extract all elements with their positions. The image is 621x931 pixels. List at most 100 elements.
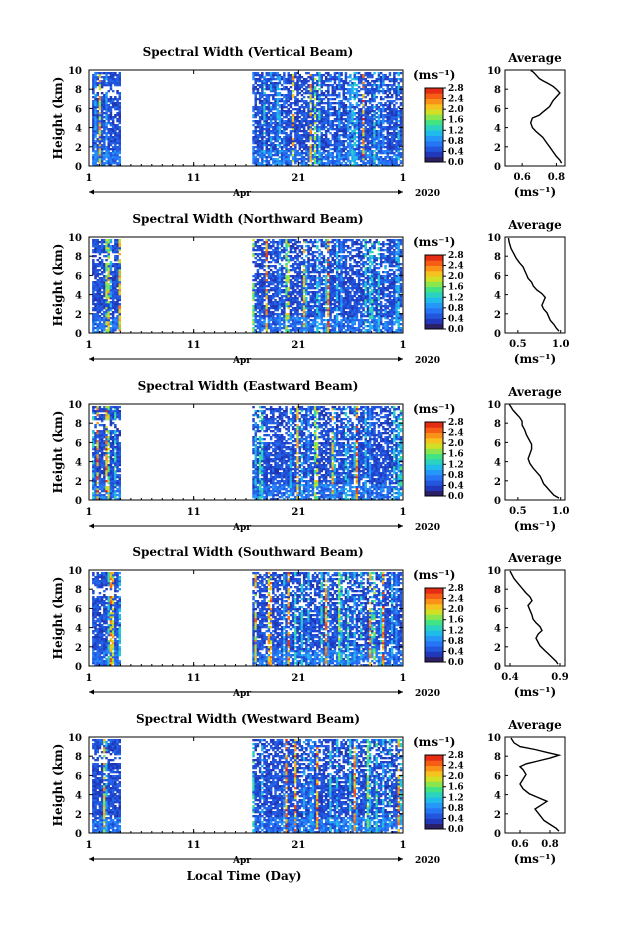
heatmap-cell (285, 120, 288, 123)
heatmap-cell (333, 277, 337, 280)
heatmap-cell (393, 160, 396, 163)
heatmap-cell (366, 114, 370, 117)
heatmap-cell (322, 112, 326, 115)
heatmap-cell (272, 321, 275, 324)
heatmap-cell (320, 257, 323, 260)
heatmap-cell (107, 78, 110, 81)
heatmap-cell (103, 311, 106, 314)
heatmap-cell (265, 259, 268, 262)
heatmap-cell (100, 92, 104, 95)
heatmap-cell (114, 289, 117, 292)
heatmap-cell (300, 164, 304, 167)
heatmap-cell (278, 142, 282, 145)
heatmap-cell (353, 118, 356, 121)
heatmap-cell (272, 313, 275, 316)
heatmap-cell (272, 74, 275, 77)
heatmap-cell (362, 78, 365, 81)
heatmap-cell (287, 134, 290, 137)
heatmap-cell (311, 277, 315, 280)
heatmap-cell (274, 313, 277, 316)
heatmap-cell (111, 126, 115, 129)
heatmap-cell (324, 283, 328, 286)
heatmap-cell (114, 72, 117, 75)
heatmap-cell (302, 259, 306, 262)
heatmap-cell (114, 329, 117, 332)
heatmap-cell (346, 126, 350, 129)
heatmap-cell (291, 128, 295, 131)
heatmap-cell (118, 249, 121, 252)
heatmap-cell (283, 132, 286, 135)
heatmap-cell (386, 108, 389, 111)
heatmap-cell (344, 152, 348, 155)
heatmap-cell (311, 84, 315, 87)
heatmap-cell (349, 142, 352, 145)
heatmap-cell (320, 315, 323, 318)
heatmap-cell (300, 136, 304, 139)
heatmap-cell (100, 283, 104, 286)
heatmap-cell (331, 164, 334, 167)
heatmap-cell (285, 267, 288, 270)
heatmap-cell (111, 313, 115, 316)
heatmap-cell (111, 124, 115, 127)
heatmap-cell (98, 98, 102, 101)
heatmap-cell (261, 327, 264, 330)
heatmap-cell (333, 267, 337, 270)
heatmap-cell (116, 243, 119, 246)
heatmap-cell (111, 319, 115, 322)
heatmap-cell (116, 128, 119, 131)
heatmap-cell (353, 164, 356, 167)
heatmap-cell (287, 287, 290, 290)
heatmap-cell (116, 317, 119, 320)
heatmap-cell (272, 150, 275, 153)
heatmap-cell (313, 315, 317, 318)
heatmap-cell (340, 325, 343, 328)
heatmap-cell (265, 281, 268, 284)
heatmap-cell (311, 257, 315, 260)
heatmap-cell (353, 138, 356, 141)
heatmap-cell (272, 275, 275, 278)
heatmap-cell (390, 122, 394, 125)
heatmap-cell (98, 102, 102, 105)
heatmap-cell (107, 307, 110, 310)
heatmap-cell (397, 152, 400, 155)
heatmap-cell (324, 307, 328, 310)
heatmap-cell (278, 78, 282, 81)
heatmap-cell (283, 144, 286, 147)
heatmap-cell (302, 160, 306, 163)
heatmap-cell (342, 92, 345, 95)
heatmap-cell (269, 156, 273, 159)
heatmap-cell (274, 251, 277, 254)
heatmap-cell (98, 249, 102, 252)
heatmap-cell (280, 88, 284, 91)
heatmap-cell (338, 321, 341, 324)
heatmap-cell (285, 144, 288, 147)
heatmap-cell (324, 239, 328, 242)
heatmap-cell (338, 307, 341, 310)
heatmap-cell (300, 98, 304, 101)
heatmap-cell (254, 80, 257, 83)
heatmap-cell (278, 323, 282, 326)
heatmap-cell (298, 112, 301, 115)
heatmap-cell (94, 120, 97, 123)
heatmap-cell (107, 319, 110, 322)
heatmap-cell (105, 108, 108, 111)
heatmap-cell (340, 295, 343, 298)
heatmap-cell (384, 128, 387, 131)
heatmap-cell (267, 102, 271, 105)
heatmap-cell (331, 253, 334, 256)
heatmap-cell (269, 289, 273, 292)
heatmap-cell (395, 102, 398, 105)
heatmap-cell (298, 110, 301, 113)
heatmap-cell (357, 76, 361, 79)
heatmap-cell (393, 130, 396, 133)
heatmap-cell (114, 150, 117, 153)
heatmap-cell (107, 255, 110, 258)
heatmap-cell (324, 331, 328, 334)
heatmap-cell (305, 269, 308, 272)
heatmap-cell (318, 289, 321, 292)
colorbar-band (425, 151, 443, 158)
heatmap-cell (360, 130, 363, 133)
heatmap-cell (111, 311, 115, 314)
heatmap-cell (382, 126, 385, 129)
heatmap-cell (285, 277, 288, 280)
